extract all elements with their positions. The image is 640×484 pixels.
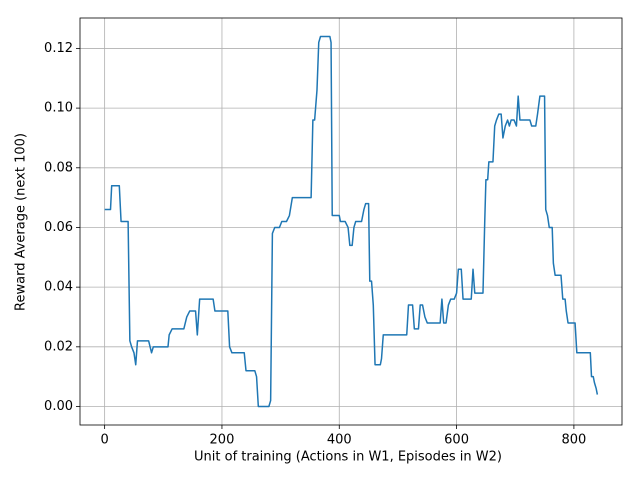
line [104, 35, 599, 408]
y-tick-label: 0.02 [44, 339, 73, 354]
x-tick-label: 800 [561, 433, 586, 448]
y-tick-label: 0.00 [44, 399, 73, 414]
plot-frame [79, 17, 623, 426]
y-tick-label: 0.04 [44, 280, 73, 295]
x-axis-label: Unit of training (Actions in W1, Episode… [194, 450, 502, 465]
x-tick-label: 400 [327, 433, 352, 448]
y-tick-label: 0.10 [44, 101, 73, 116]
y-tick-label: 0.08 [44, 160, 73, 175]
y-tick-label: 0.12 [44, 41, 73, 56]
y-axis-label: Reward Average (next 100) [14, 133, 29, 311]
x-tick-label: 0 [100, 433, 108, 448]
x-tick-label: 200 [210, 433, 235, 448]
y-tick-label: 0.06 [44, 220, 73, 235]
x-tick-label: 600 [444, 433, 469, 448]
